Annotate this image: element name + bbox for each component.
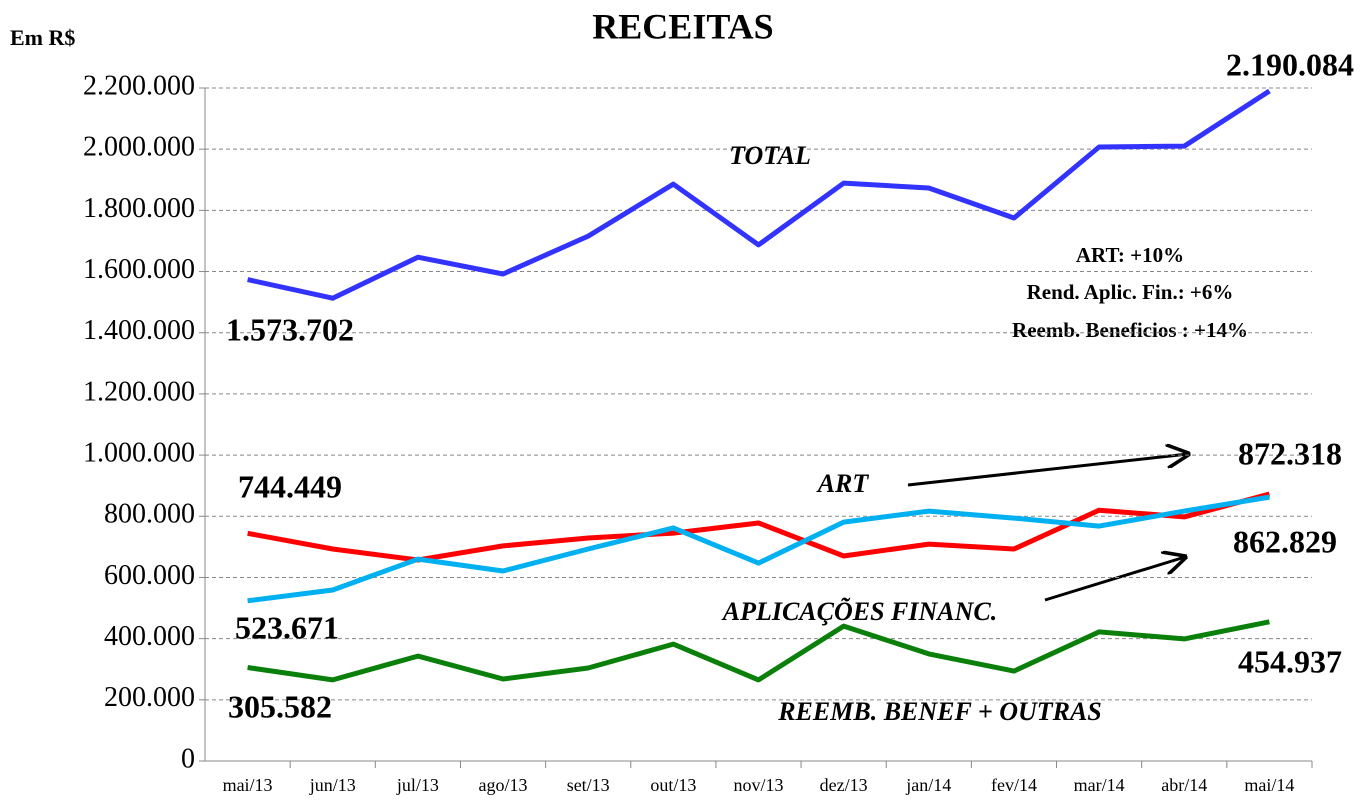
series-name: ART: [816, 469, 870, 498]
y-tick-label: 1.800.000: [83, 193, 195, 224]
series-name: TOTAL: [729, 141, 811, 170]
x-tick-label: abr/14: [1161, 775, 1207, 795]
x-tick-label: ago/13: [479, 775, 528, 795]
x-tick-label: mai/14: [1244, 775, 1294, 795]
annotation: Reemb. Beneficios : +14%: [1012, 318, 1248, 342]
y-tick-label: 0: [181, 743, 195, 774]
series-line: [247, 619, 1270, 683]
x-tick-label: dez/13: [820, 775, 868, 795]
x-tick-label: out/13: [650, 775, 696, 795]
y-tick-label: 2.000.000: [83, 132, 195, 163]
data-label: 523.671: [235, 609, 339, 645]
y-axis-label: Em R$: [10, 25, 75, 50]
x-tick-label: fev/14: [991, 775, 1037, 795]
data-label: 1.573.702: [226, 311, 354, 347]
x-tick-label: jan/14: [905, 775, 951, 795]
arrow: [1044, 557, 1185, 602]
arrow: [907, 454, 1188, 487]
y-tick-label: 1.000.000: [83, 438, 195, 469]
y-tick-label: 400.000: [104, 621, 195, 652]
x-tick-label: jul/13: [396, 775, 439, 795]
x-tick-label: jun/13: [309, 775, 356, 795]
series-line: [247, 494, 1270, 604]
y-tick-label: 2.200.000: [83, 70, 195, 101]
x-tick-label: nov/13: [733, 775, 783, 795]
series-name: APLICAÇÕES FINANC.: [721, 597, 998, 626]
chart-title: RECEITAS: [592, 6, 773, 46]
y-tick-label: 200.000: [104, 682, 195, 713]
annotation: Rend. Aplic. Fin.: +6%: [1027, 280, 1234, 304]
data-label: 872.318: [1238, 435, 1342, 471]
x-tick-label: mar/14: [1074, 775, 1125, 795]
data-label: 454.937: [1238, 643, 1342, 679]
y-tick-label: 600.000: [104, 560, 195, 591]
data-label: 862.829: [1233, 523, 1337, 559]
data-label: 2.190.084: [1226, 46, 1354, 82]
y-tick-label: 1.400.000: [83, 315, 195, 346]
data-label: 305.582: [228, 688, 332, 724]
y-tick-label: 800.000: [104, 499, 195, 530]
x-tick-label: mai/13: [223, 775, 273, 795]
series-line: [247, 88, 1271, 301]
series-line: [247, 491, 1271, 563]
data-label: 744.449: [238, 468, 342, 504]
series-name: REEMB. BENEF + OUTRAS: [777, 697, 1102, 726]
annotation: ART: +10%: [1076, 243, 1184, 267]
y-tick-label: 1.200.000: [83, 376, 195, 407]
y-tick-label: 1.600.000: [83, 254, 195, 285]
x-tick-label: set/13: [567, 775, 610, 795]
